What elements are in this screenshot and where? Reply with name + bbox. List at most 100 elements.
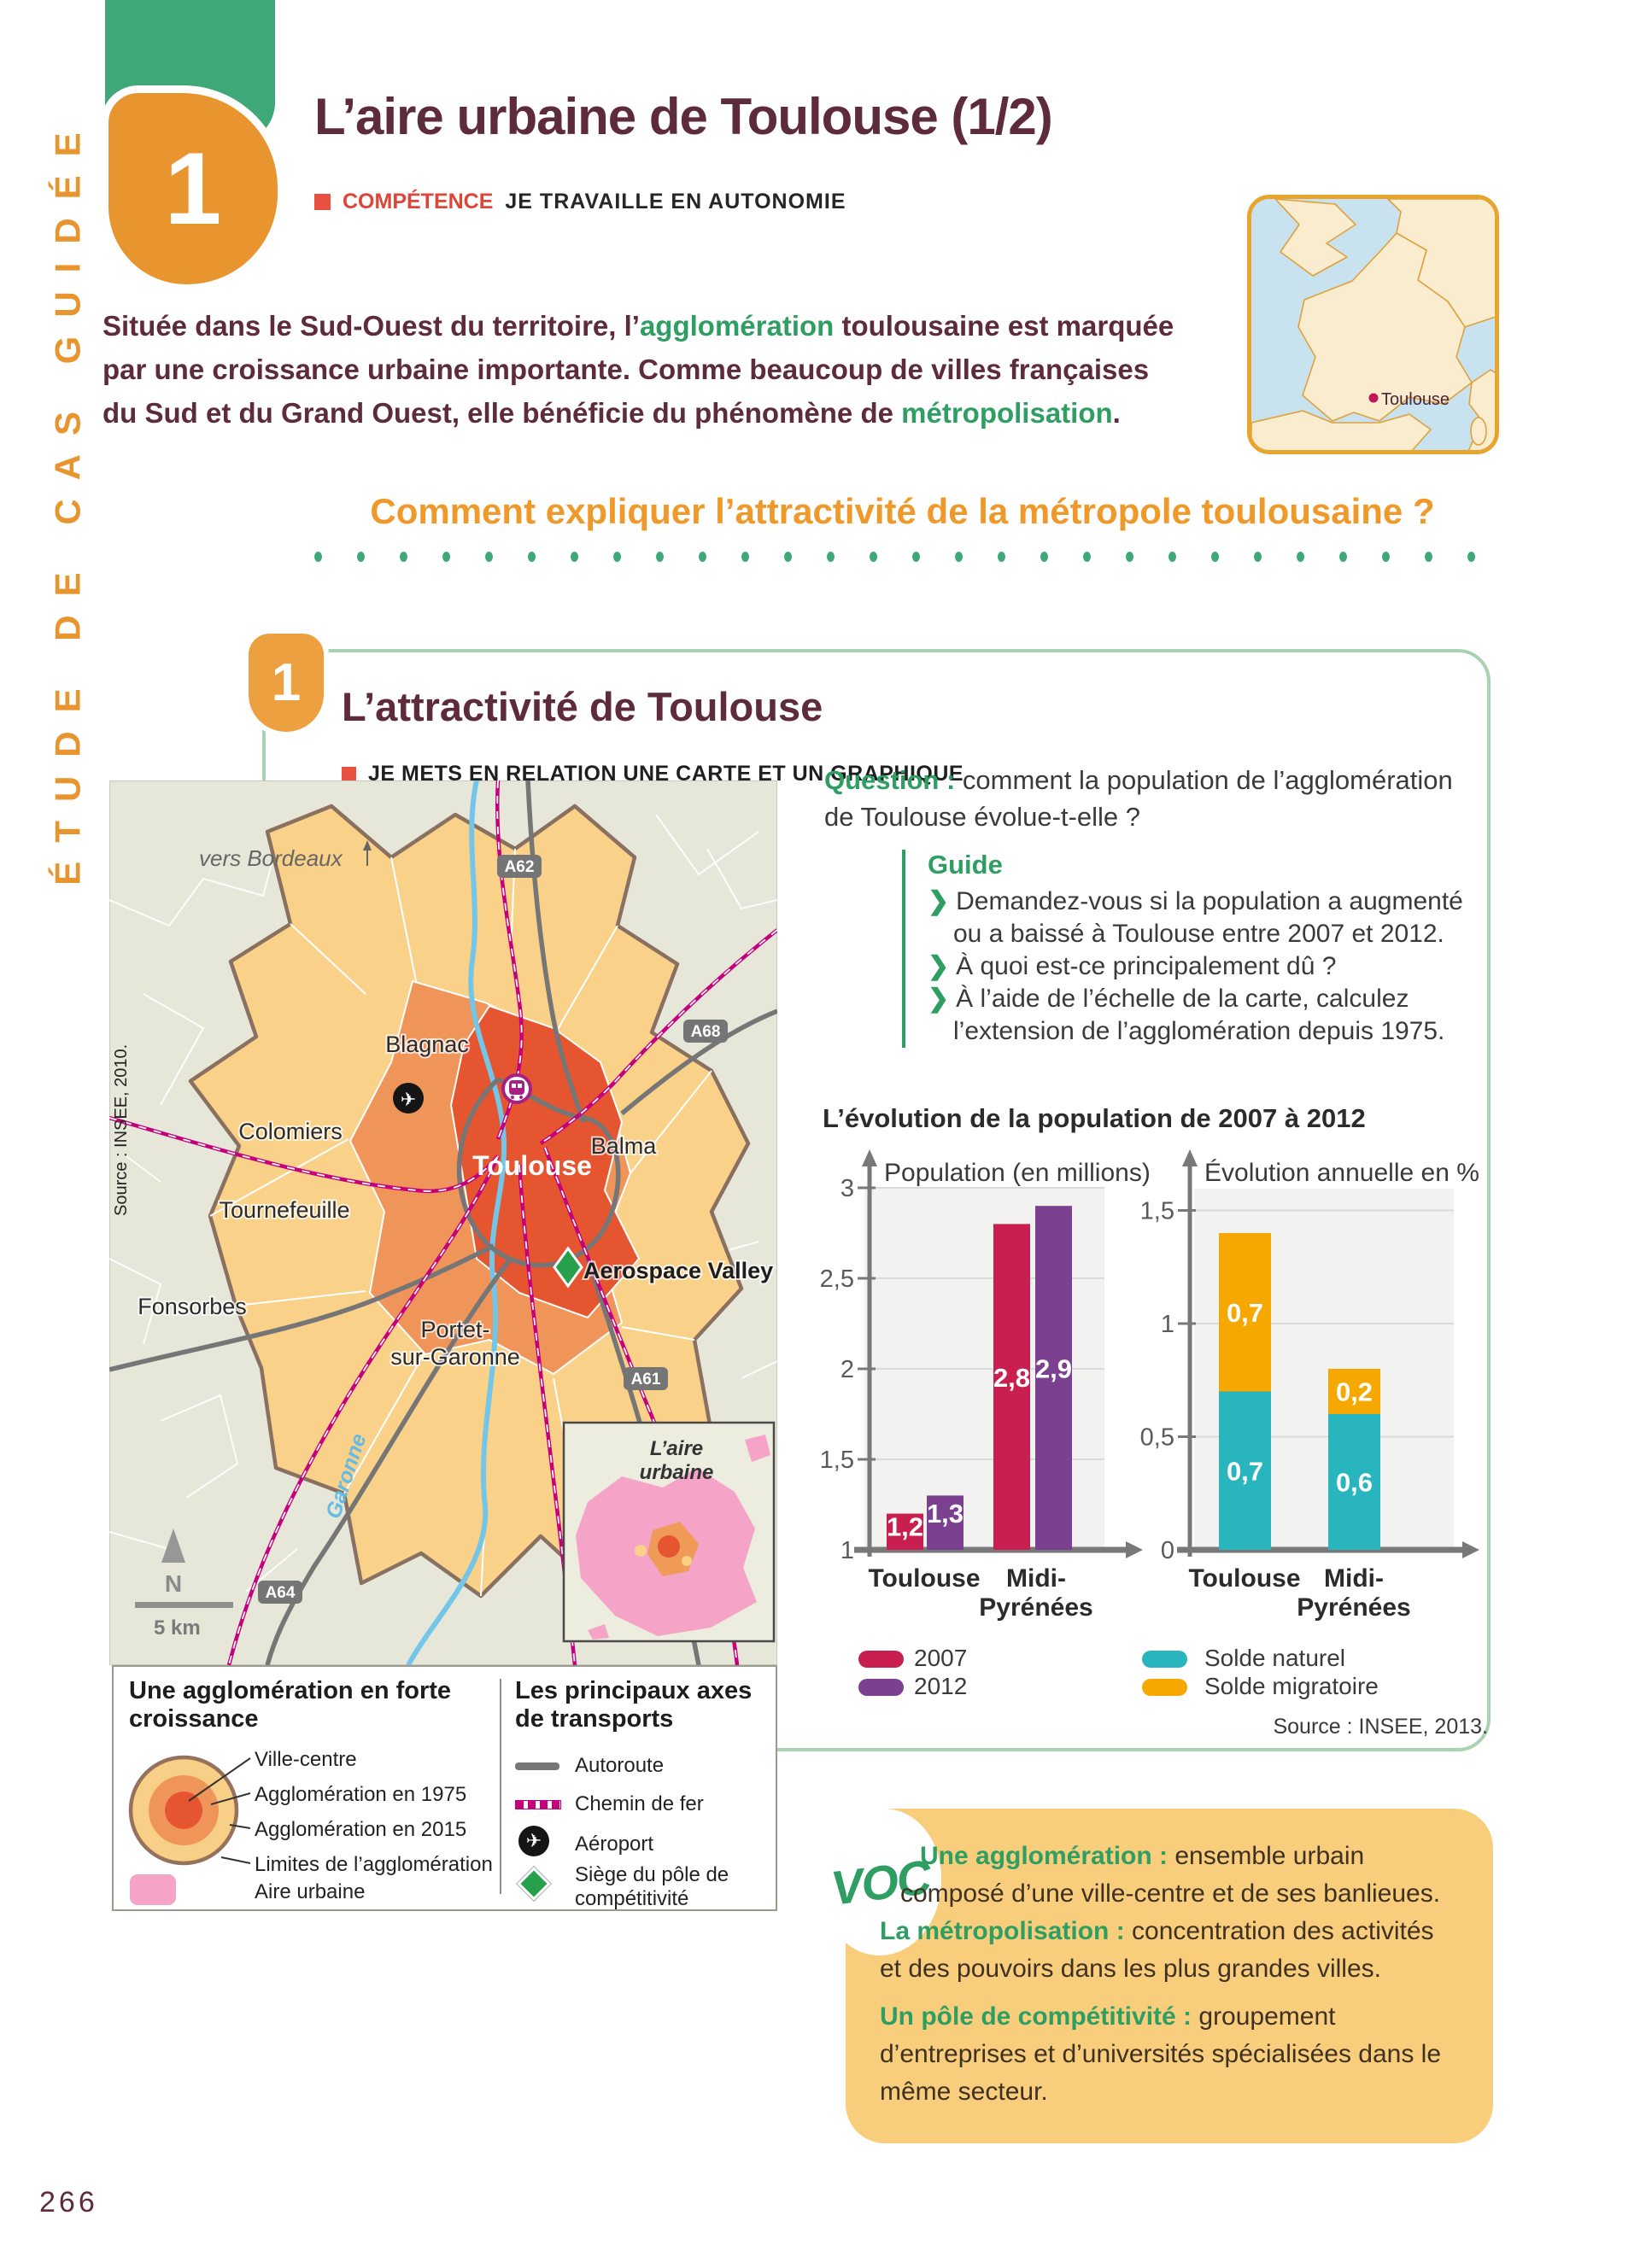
- red-square-icon: [342, 767, 356, 781]
- page-title: L’aire urbaine de Toulouse (1/2): [314, 88, 1053, 145]
- city-label-tournefeuille: Tournefeuille: [219, 1197, 349, 1223]
- toulouse-dot: [1368, 393, 1379, 403]
- svg-text:Population (en millions): Population (en millions): [884, 1159, 1151, 1187]
- svg-text:1,2: 1,2: [887, 1512, 923, 1542]
- city-label-balma: Balma: [591, 1133, 658, 1159]
- intro-paragraph: Située dans le Sud-Ouest du territoire, …: [102, 310, 1174, 429]
- page-number: 266: [39, 2186, 98, 2218]
- guide-block: Guide ❯ Demandez-vous si la population a …: [902, 850, 1526, 1048]
- city-label-colomiers: Colomiers: [238, 1119, 343, 1144]
- competence-row: COMPÉTENCE JE TRAVAILLE EN AUTONOMIE: [314, 190, 846, 214]
- svg-text:Évolution annuelle en %: Évolution annuelle en %: [1204, 1159, 1479, 1187]
- city-label-fonsorbes: Fonsorbes: [138, 1294, 247, 1319]
- airport-icon: ✈: [393, 1083, 424, 1114]
- svg-text:0,6: 0,6: [1336, 1468, 1373, 1498]
- map-source: Source : INSEE, 2010.: [112, 1044, 131, 1216]
- svg-text:N: N: [165, 1570, 182, 1597]
- city-label-toulouse: Toulouse: [472, 1150, 592, 1181]
- legend-left-heading: Une agglomération en forte croissance: [129, 1677, 452, 1733]
- compass: N: [161, 1529, 185, 1597]
- ville-centre-area: [449, 1004, 641, 1319]
- france-locator-map: Toulouse: [1247, 195, 1499, 454]
- svg-text:0,5: 0,5: [1140, 1424, 1174, 1452]
- north-arrow-small: [363, 840, 372, 866]
- road-badge-a62: A62: [497, 855, 542, 878]
- garonne-river: [406, 780, 507, 1665]
- svg-text:2: 2: [840, 1356, 854, 1383]
- population-charts: 1 1,5 2 2,5 3 Population (en millions) 1,2 2,8 1…: [820, 1149, 1488, 1739]
- competence-label: COMPÉTENCE: [343, 190, 494, 213]
- legend-right-heading: Les principaux axes de transports: [515, 1677, 753, 1733]
- vers-bordeaux-label: vers Bordeaux: [199, 845, 343, 871]
- svg-text:Toulouse: Toulouse: [868, 1564, 980, 1593]
- svg-text:2007: 2007: [914, 1645, 967, 1671]
- voc-box: [846, 1809, 1493, 2143]
- train-station-icon: [501, 1073, 532, 1104]
- svg-text:Solde migratoire: Solde migratoire: [1204, 1673, 1379, 1699]
- svg-text:Midi-: Midi-: [1006, 1564, 1066, 1593]
- svg-text:1,5: 1,5: [820, 1447, 854, 1474]
- svg-text:0,7: 0,7: [1227, 1456, 1263, 1486]
- charts-heading: L’évolution de la population de 2007 à 2…: [823, 1103, 1366, 1133]
- spain-shape: [1251, 410, 1432, 450]
- svg-text:A64: A64: [266, 1584, 296, 1602]
- voc-blob: VOC: [820, 1809, 941, 1955]
- pole-competitivite-diamond-icon: [553, 1246, 583, 1289]
- section-title: L’attractivité de Toulouse: [342, 684, 823, 729]
- svg-text:Source : INSEE, 2013.: Source : INSEE, 2013.: [1273, 1715, 1488, 1739]
- legend-item-aire-urbaine: Aire urbaine: [255, 1880, 366, 1903]
- svg-text:A68: A68: [691, 1023, 721, 1041]
- inset-title-1: L’aire: [650, 1437, 703, 1460]
- svg-text:0,2: 0,2: [1336, 1377, 1373, 1407]
- inset-title-2: urbaine: [640, 1461, 714, 1484]
- map-legend: Une agglomération en forte croissance Vil…: [112, 1665, 777, 1911]
- chapter-number-badge: 1: [101, 85, 285, 292]
- svg-text:0: 0: [1161, 1537, 1174, 1564]
- legend-divider: [500, 1679, 501, 1894]
- toulouse-label: Toulouse: [1381, 390, 1450, 409]
- question-block: Question : comment la population de l’ag…: [824, 765, 1453, 832]
- svg-text:5 km: 5 km: [154, 1616, 201, 1640]
- section-number-badge: 1: [243, 628, 329, 737]
- red-square-icon: [314, 194, 331, 210]
- svg-text:A62: A62: [505, 858, 535, 876]
- svg-text:1,5: 1,5: [1140, 1198, 1174, 1225]
- autoroute-swatch: [515, 1762, 559, 1770]
- aire-urbaine-swatch: [130, 1874, 176, 1905]
- svg-text:Midi-: Midi-: [1324, 1564, 1384, 1593]
- legend-item-limites: Limites de l’agglomération: [255, 1853, 493, 1876]
- svg-text:2,5: 2,5: [820, 1266, 854, 1293]
- svg-text:1: 1: [840, 1537, 854, 1564]
- city-label-portet-2: sur-Garonne: [390, 1344, 520, 1370]
- pole-legend-icon: [517, 1867, 551, 1901]
- svg-text:Pyrénées: Pyrénées: [1297, 1593, 1410, 1622]
- road-badge-a68: A68: [683, 1020, 728, 1043]
- aire-urbaine-inset: L’aire urbaine: [562, 1421, 776, 1643]
- svg-text:1,3: 1,3: [927, 1499, 964, 1529]
- aerospace-valley-label: Aerospace Valley: [583, 1258, 773, 1283]
- svg-text:✈: ✈: [401, 1089, 416, 1110]
- svg-text:Pyrénées: Pyrénées: [979, 1593, 1092, 1622]
- legend-item-autoroute: Autoroute: [575, 1754, 665, 1777]
- green-dots-separator: [314, 552, 1493, 562]
- railway-swatch: [515, 1800, 561, 1809]
- sidebar-vertical-label: ÉTUDE DE CAS GUIDÉE: [48, 114, 88, 886]
- toulouse-agglomeration-map: A62 A68 A61 A64 ✈ vers Bordeaux: [109, 780, 777, 1665]
- competence-text: JE TRAVAILLE EN AUTONOMIE: [505, 190, 846, 213]
- svg-text:A61: A61: [631, 1371, 661, 1388]
- svg-text:Toulouse: Toulouse: [1188, 1564, 1300, 1593]
- italy-shape: [1467, 369, 1495, 450]
- britain-shape: [1274, 199, 1356, 277]
- voc-text: Une agglomération : ensemble urbain compo…: [880, 1842, 1442, 2106]
- svg-text:2012: 2012: [914, 1673, 967, 1699]
- problem-question: Comment expliquer l’attractivité de la m…: [370, 491, 1435, 531]
- legend-item-pole: Siège du pôle de compétitivité: [575, 1863, 729, 1910]
- france-map-svg: Toulouse: [1251, 199, 1495, 450]
- corsica-shape: [1470, 417, 1487, 446]
- legend-item-agglo-1975: Agglomération en 1975: [255, 1783, 467, 1806]
- svg-text:2,8: 2,8: [993, 1363, 1030, 1393]
- concentric-circles-diagram: [128, 1755, 251, 1866]
- svg-text:2,9: 2,9: [1035, 1354, 1072, 1384]
- legend-item-agglo-2015: Agglomération en 2015: [255, 1818, 467, 1841]
